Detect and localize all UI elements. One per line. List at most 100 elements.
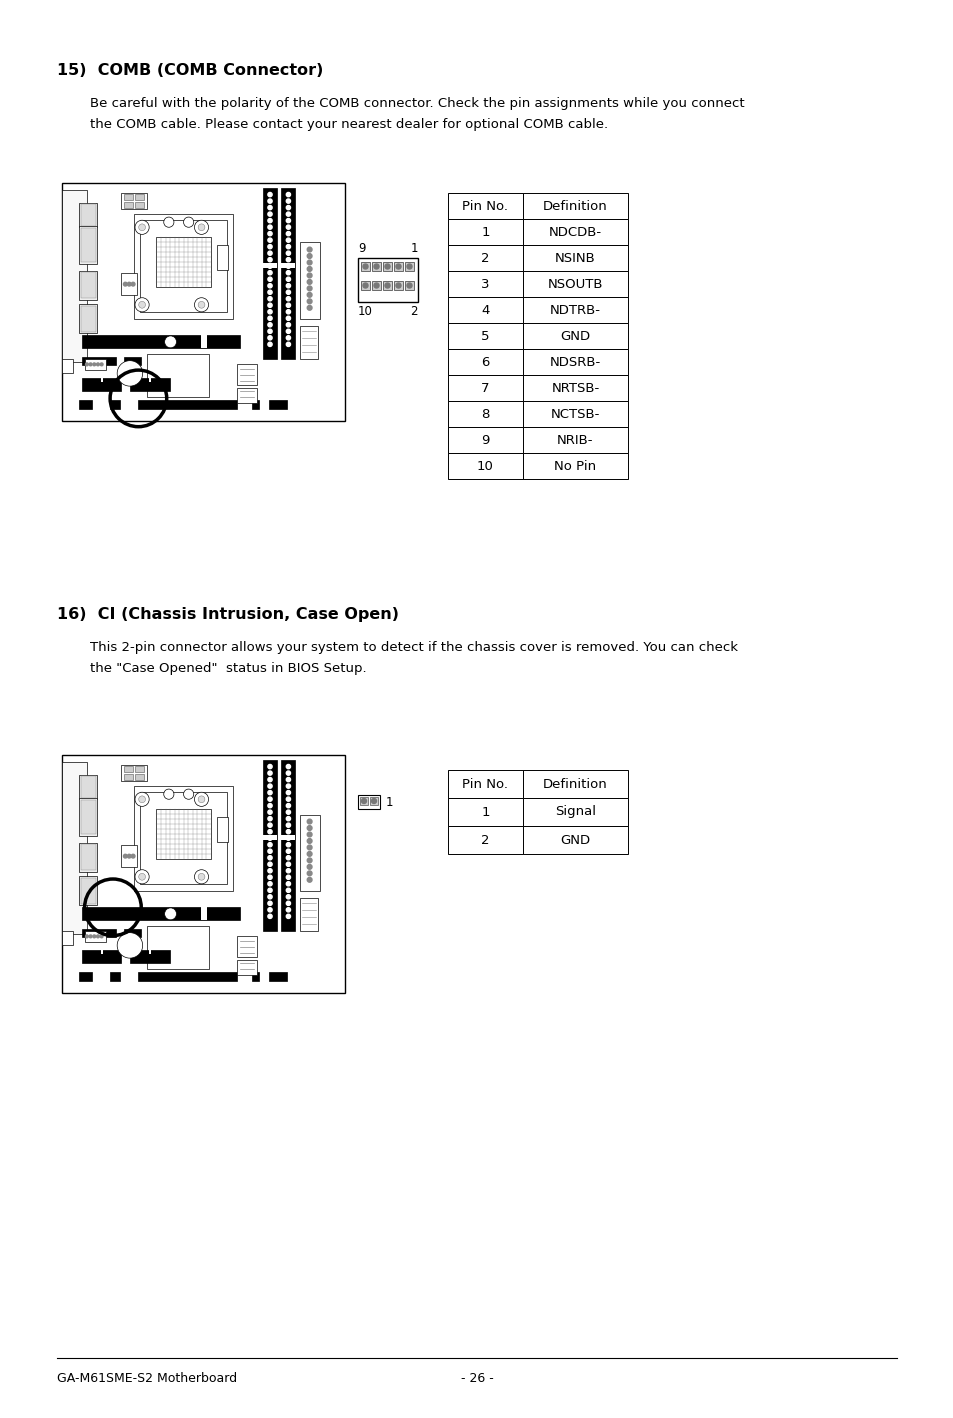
Bar: [237, 364, 257, 386]
Circle shape: [395, 284, 400, 288]
Bar: [124, 194, 132, 200]
Bar: [81, 228, 95, 262]
Bar: [281, 187, 295, 359]
Circle shape: [268, 869, 272, 873]
Text: 9: 9: [357, 242, 365, 255]
Circle shape: [286, 804, 291, 808]
Circle shape: [268, 784, 272, 788]
Circle shape: [286, 206, 291, 210]
Bar: [81, 204, 95, 225]
Bar: [370, 797, 377, 805]
Bar: [382, 262, 392, 271]
Bar: [101, 379, 103, 381]
Circle shape: [286, 797, 291, 801]
Bar: [405, 281, 414, 291]
Circle shape: [286, 777, 291, 781]
Bar: [149, 379, 151, 381]
Circle shape: [268, 231, 272, 235]
Circle shape: [86, 363, 89, 366]
Circle shape: [374, 284, 378, 288]
Text: - 26 -: - 26 -: [460, 1373, 493, 1385]
Circle shape: [307, 267, 312, 271]
Bar: [82, 379, 121, 391]
Circle shape: [268, 771, 272, 776]
Bar: [522, 770, 627, 798]
Circle shape: [268, 206, 272, 210]
Bar: [62, 754, 345, 993]
Circle shape: [385, 284, 390, 288]
Circle shape: [138, 795, 145, 803]
Circle shape: [286, 764, 291, 769]
Bar: [62, 359, 73, 373]
Circle shape: [286, 258, 291, 262]
Circle shape: [268, 316, 272, 320]
Circle shape: [286, 869, 291, 873]
Bar: [372, 262, 380, 271]
Circle shape: [385, 264, 390, 269]
Bar: [79, 305, 97, 333]
Bar: [124, 766, 132, 771]
Circle shape: [286, 822, 291, 827]
Bar: [110, 971, 120, 981]
Circle shape: [286, 842, 291, 847]
Circle shape: [194, 220, 209, 234]
Text: 5: 5: [480, 329, 489, 343]
Circle shape: [138, 302, 145, 308]
Circle shape: [268, 908, 272, 912]
Circle shape: [268, 244, 272, 248]
Circle shape: [286, 271, 291, 275]
Circle shape: [268, 336, 272, 340]
Bar: [85, 359, 106, 370]
Circle shape: [268, 277, 272, 281]
Bar: [124, 929, 141, 937]
Text: Signal: Signal: [555, 805, 596, 818]
Circle shape: [286, 218, 291, 223]
Bar: [79, 971, 91, 981]
Bar: [135, 766, 144, 771]
Circle shape: [268, 902, 272, 906]
Circle shape: [92, 363, 95, 366]
Bar: [448, 798, 522, 827]
Circle shape: [198, 302, 205, 308]
Bar: [522, 827, 627, 854]
Circle shape: [268, 329, 272, 333]
Circle shape: [307, 305, 312, 311]
Circle shape: [132, 282, 134, 286]
Text: NCTSB-: NCTSB-: [550, 407, 599, 421]
Circle shape: [307, 852, 312, 856]
Bar: [200, 335, 207, 349]
Text: Be careful with the polarity of the COMB connector. Check the pin assignments wh: Be careful with the polarity of the COMB…: [90, 96, 744, 111]
Circle shape: [268, 817, 272, 821]
Bar: [79, 203, 97, 227]
Circle shape: [286, 862, 291, 866]
Bar: [252, 400, 258, 410]
Bar: [81, 800, 95, 834]
Circle shape: [268, 915, 272, 919]
Circle shape: [268, 342, 272, 346]
Bar: [138, 400, 237, 410]
Circle shape: [89, 363, 91, 366]
Circle shape: [407, 284, 412, 288]
Bar: [124, 201, 132, 207]
Circle shape: [286, 817, 291, 821]
Circle shape: [135, 298, 149, 312]
Bar: [522, 349, 627, 374]
Circle shape: [96, 363, 99, 366]
Bar: [121, 845, 137, 866]
Circle shape: [138, 873, 145, 881]
Bar: [299, 242, 319, 319]
Bar: [522, 452, 627, 479]
Bar: [357, 795, 379, 810]
Bar: [121, 274, 137, 295]
Circle shape: [307, 274, 312, 278]
Bar: [263, 760, 276, 932]
Circle shape: [268, 855, 272, 859]
Circle shape: [286, 342, 291, 346]
Circle shape: [307, 254, 312, 258]
Circle shape: [307, 820, 312, 824]
Bar: [359, 797, 368, 805]
Text: 15)  COMB (COMB Connector): 15) COMB (COMB Connector): [57, 62, 323, 78]
Circle shape: [286, 329, 291, 333]
Bar: [522, 374, 627, 401]
Bar: [382, 281, 392, 291]
